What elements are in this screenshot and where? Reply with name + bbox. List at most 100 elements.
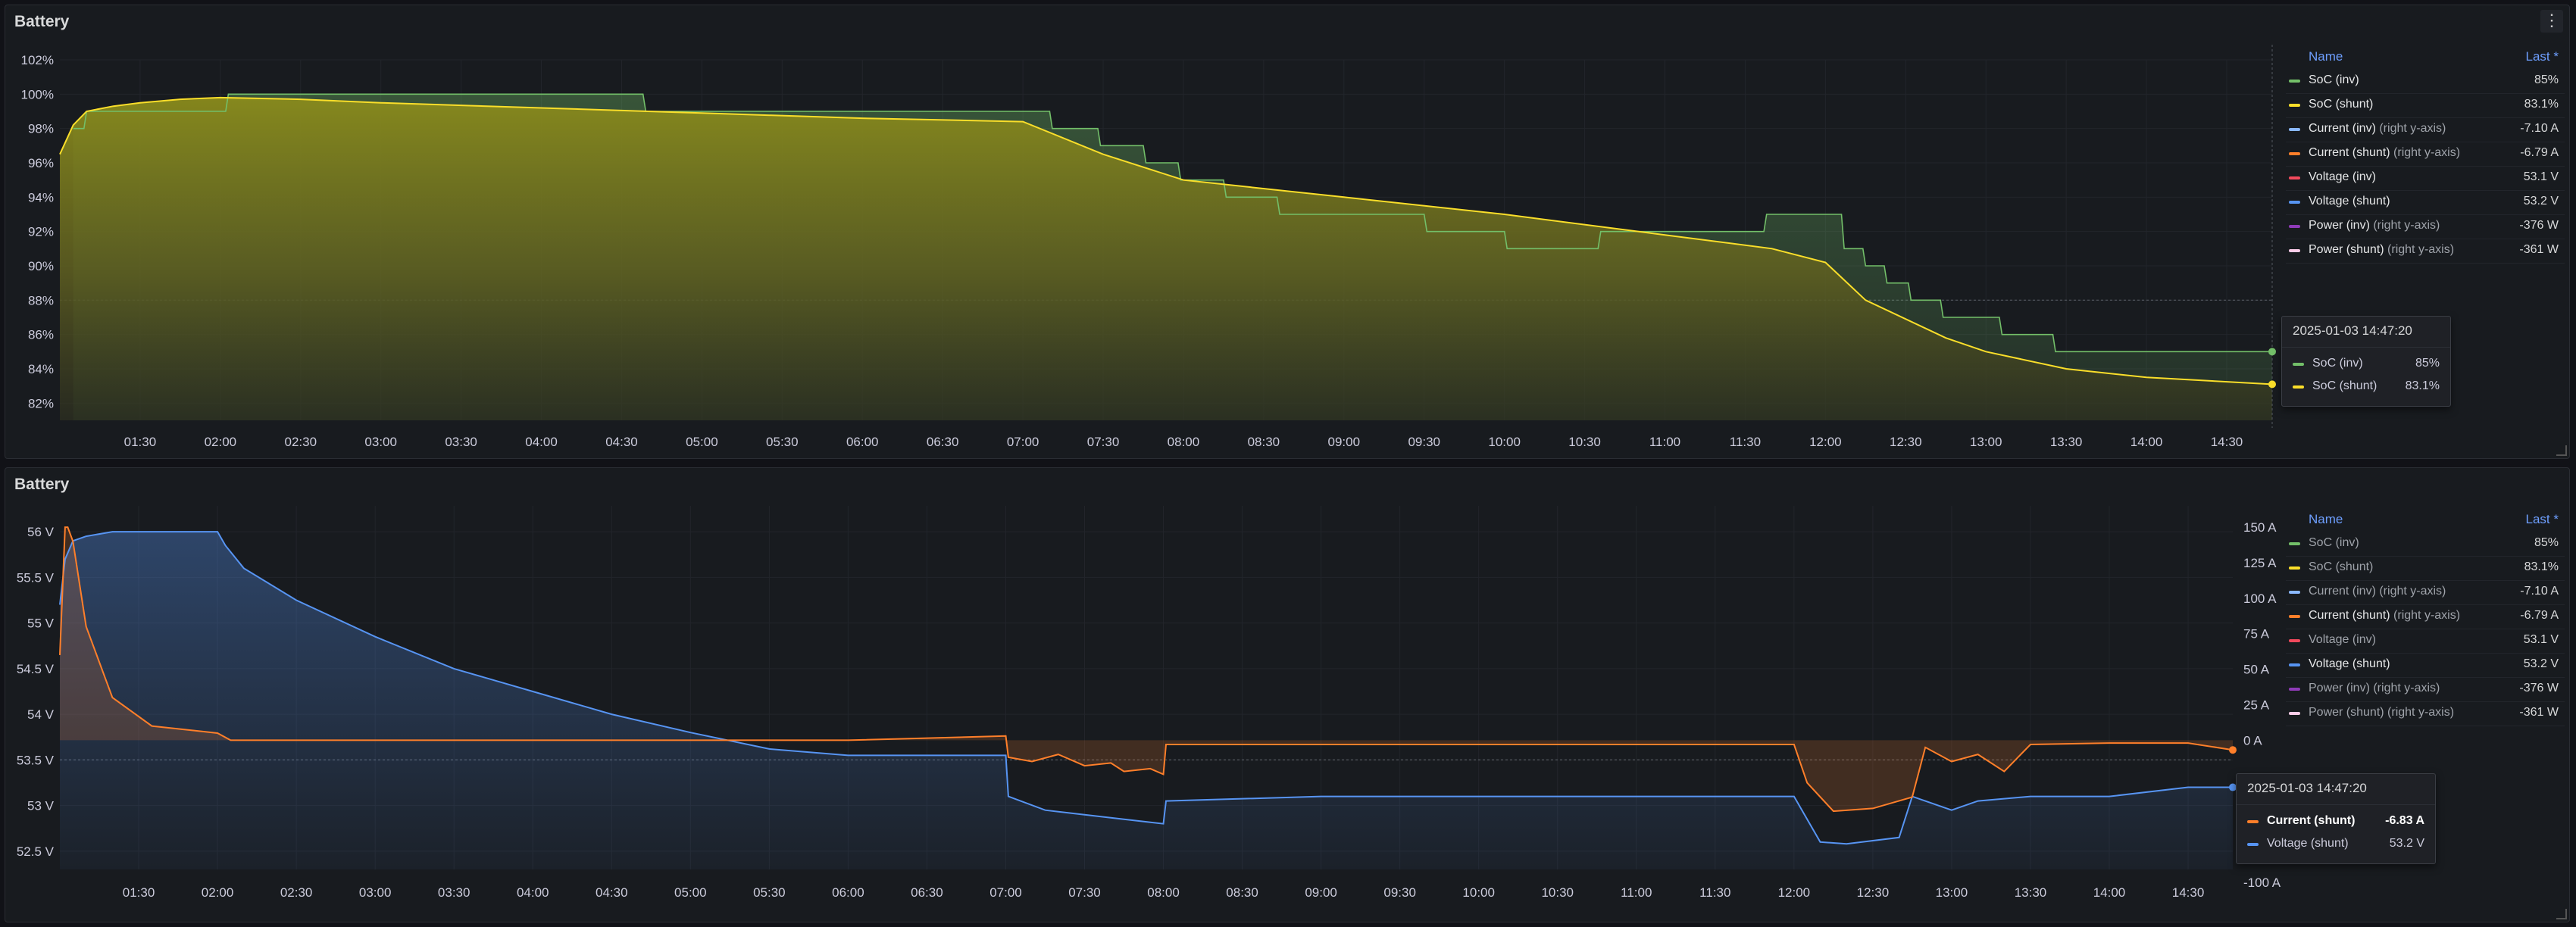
legend-item[interactable]: Power (shunt) (right y-axis) -361 W xyxy=(2286,701,2565,726)
panel-title: Battery xyxy=(14,476,70,493)
legend-item[interactable]: Power (inv) (right y-axis) -376 W xyxy=(2286,677,2565,702)
legend-item-name: Voltage (shunt) xyxy=(2309,657,2390,671)
legend-series-name: Current (inv) xyxy=(2309,585,2376,598)
x-tick-label: 12:30 xyxy=(1890,435,1922,449)
panel-menu-icon[interactable]: ⋮ xyxy=(2540,10,2563,33)
legend-item-name: Voltage (inv) xyxy=(2309,633,2376,647)
legend-item[interactable]: Voltage (inv) 53.1 V xyxy=(2286,166,2565,191)
tooltip-time: 2025-01-03 14:47:20 xyxy=(2247,781,2367,795)
y-tick-label: 86% xyxy=(28,328,54,342)
legend-item-last: -7.10 A xyxy=(2520,122,2559,135)
legend-axis-note: (right y-axis) xyxy=(2369,219,2440,232)
legend-item[interactable]: Current (shunt) (right y-axis) -6.79 A xyxy=(2286,142,2565,167)
legend-item-name: SoC (inv) xyxy=(2309,73,2359,87)
legend-item[interactable]: Current (inv) (right y-axis) -7.10 A xyxy=(2286,580,2565,605)
x-tick-label: 08:30 xyxy=(1226,885,1258,900)
legend-item[interactable]: Current (inv) (right y-axis) -7.10 A xyxy=(2286,117,2565,142)
tooltip-row: SoC (inv) 85% xyxy=(2293,354,2440,374)
legend-swatch xyxy=(2289,152,2300,155)
y-right-tick-label: 25 A xyxy=(2243,698,2270,713)
current-shunt-line xyxy=(59,526,2234,813)
voltage-shunt-point xyxy=(2229,783,2237,791)
legend-item-name: Power (inv) (right y-axis) xyxy=(2309,219,2440,233)
x-tick-label: 03:30 xyxy=(438,885,470,900)
y-left-tick-label: 54.5 V xyxy=(17,662,55,676)
legend-axis-note: (right y-axis) xyxy=(2375,122,2446,135)
x-tick-label: 02:00 xyxy=(202,885,234,900)
legend-swatch xyxy=(2289,639,2300,642)
legend-item[interactable]: SoC (inv) 85% xyxy=(2286,69,2565,94)
y-left-tick-label: 52.5 V xyxy=(17,844,55,859)
x-tick-label: 05:30 xyxy=(766,435,799,449)
legend-item-last: -361 W xyxy=(2519,243,2559,256)
x-tick-label: 02:00 xyxy=(205,435,237,449)
current-shunt-area xyxy=(60,527,2233,812)
panel-title: Battery xyxy=(14,13,70,30)
legend-item[interactable]: SoC (shunt) 83.1% xyxy=(2286,556,2565,581)
legend-series-name: Voltage (inv) xyxy=(2309,633,2376,646)
x-tick-label: 05:30 xyxy=(753,885,786,900)
legend-swatch xyxy=(2289,615,2300,618)
legend-header-name: Name xyxy=(2309,512,2343,526)
legend-item-last: 83.1% xyxy=(2524,560,2559,573)
x-tick-label: 03:30 xyxy=(445,435,477,449)
legend-series-name: Current (inv) xyxy=(2309,122,2376,135)
x-tick-label: 04:00 xyxy=(517,885,549,900)
x-tick-label: 08:00 xyxy=(1168,435,1200,449)
legend-item-last: 85% xyxy=(2534,73,2559,86)
legend-item[interactable]: Voltage (shunt) 53.2 V xyxy=(2286,653,2565,678)
legend-item[interactable]: Power (inv) (right y-axis) -376 W xyxy=(2286,214,2565,239)
soc-chart: 102% 100% 98% 96% 94% 92% 90% 88% 86% 84% 82% 01:30… xyxy=(21,45,2276,449)
legend-swatch xyxy=(2289,104,2300,107)
x-tick-label: 06:00 xyxy=(832,885,864,900)
legend-item[interactable]: Current (shunt) (right y-axis) -6.79 A xyxy=(2286,604,2565,629)
x-tick-label: 11:30 xyxy=(1730,435,1761,449)
legend-axis-note: (right y-axis) xyxy=(2375,585,2446,598)
resize-handle[interactable] xyxy=(2556,445,2567,456)
tooltip: 2025-01-03 14:47:20 Current (shunt) -6.83… xyxy=(2236,773,2436,864)
x-tick-label: 11:00 xyxy=(1649,435,1680,449)
y-left-tick-label: 53.5 V xyxy=(17,753,55,767)
legend-item-name: Current (inv) (right y-axis) xyxy=(2309,122,2446,136)
y-right-tick-label: -100 A xyxy=(2243,876,2281,890)
x-tick-label: 06:30 xyxy=(911,885,943,900)
legend-item-last: -7.10 A xyxy=(2520,585,2559,598)
soc-shunt-area xyxy=(60,97,2272,420)
legend-series-name: Power (shunt) xyxy=(2309,243,2384,256)
tooltip-swatch xyxy=(2247,843,2259,846)
tooltip-divider xyxy=(2282,347,2450,348)
legend-item-name: SoC (shunt) xyxy=(2309,560,2373,574)
y-tick-label: 82% xyxy=(28,396,54,410)
x-tick-label: 01:30 xyxy=(123,885,155,900)
y-left-tick-label: 54 V xyxy=(27,707,55,722)
y-left-tick-label: 55 V xyxy=(27,616,55,631)
legend-item-last: -376 W xyxy=(2519,682,2559,694)
x-tick-label: 13:30 xyxy=(2050,435,2083,449)
legend-item-last: 53.2 V xyxy=(2523,657,2559,670)
x-tick-label: 08:00 xyxy=(1147,885,1180,900)
tooltip-time: 2025-01-03 14:47:20 xyxy=(2293,323,2412,338)
legend-item-last: -376 W xyxy=(2519,219,2559,232)
legend-item-name: Power (inv) (right y-axis) xyxy=(2309,682,2440,695)
x-tick-label: 03:00 xyxy=(359,885,392,900)
current-shunt-point xyxy=(2229,746,2237,754)
legend-item[interactable]: Voltage (inv) 53.1 V xyxy=(2286,629,2565,654)
battery-soc-panel: Battery ⋮ 102% 100% 98% 96% 94% 92% 90% 88% 86% 8… xyxy=(5,5,2570,459)
legend-series-name: Voltage (inv) xyxy=(2309,170,2376,183)
x-tick-label: 03:00 xyxy=(364,435,397,449)
resize-handle[interactable] xyxy=(2556,909,2567,919)
legend-swatch xyxy=(2289,542,2300,545)
legend-item[interactable]: SoC (shunt) 83.1% xyxy=(2286,93,2565,118)
legend-item[interactable]: Power (shunt) (right y-axis) -361 W xyxy=(2286,239,2565,264)
legend: Name Last * SoC (inv) 85% SoC (shunt) 83.1% Cu… xyxy=(2286,512,2565,732)
x-tick-label: 06:30 xyxy=(927,435,959,449)
x-tick-label: 02:30 xyxy=(280,885,313,900)
x-tick-label: 13:00 xyxy=(1970,435,2002,449)
tooltip-series-value: 83.1% xyxy=(2405,379,2440,392)
legend-item-last: 83.1% xyxy=(2524,98,2559,111)
legend-item-last: 85% xyxy=(2534,536,2559,549)
legend-item-last: -6.79 A xyxy=(2520,146,2559,159)
legend-item[interactable]: Voltage (shunt) 53.2 V xyxy=(2286,190,2565,215)
legend-item[interactable]: SoC (inv) 85% xyxy=(2286,532,2565,557)
soc-shunt-point xyxy=(2268,380,2276,389)
